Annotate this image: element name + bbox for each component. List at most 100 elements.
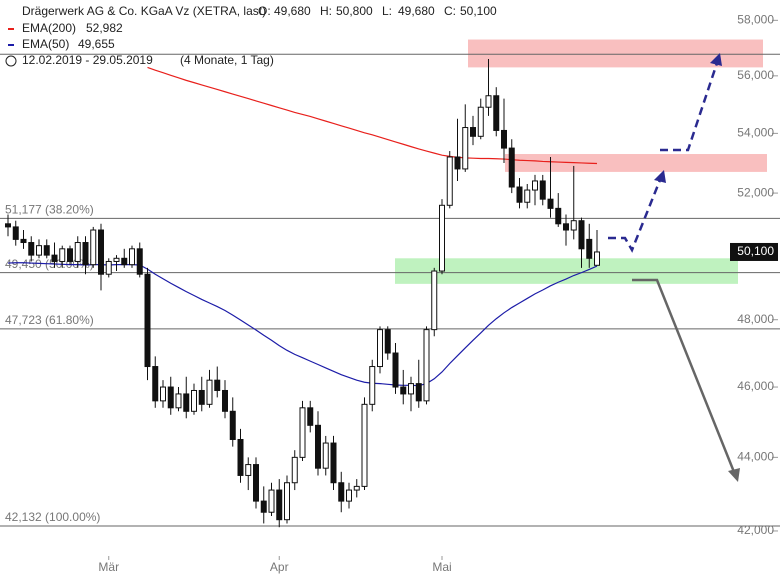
candle-body (284, 482, 290, 521)
y-tick-label: 56,000 (737, 68, 774, 82)
candle-body (423, 329, 430, 402)
candle-body (152, 366, 159, 402)
candle-body (508, 147, 515, 188)
ohlc-value: 49,680 (398, 4, 435, 18)
arrow-head (710, 53, 722, 66)
candle-body (245, 464, 252, 476)
candle-body (59, 248, 66, 262)
arrow (632, 278, 736, 473)
legend-label: EMA(50) (22, 37, 69, 51)
candle-body (446, 156, 453, 206)
candle-body (175, 393, 182, 409)
candle-body (516, 186, 523, 203)
candle-body (113, 257, 120, 262)
legend-value: 49,655 (78, 37, 115, 51)
candle-body (291, 456, 298, 484)
candle-body (346, 489, 352, 502)
candle-body (524, 189, 531, 203)
arrow-head (654, 170, 666, 183)
x-tick-label: Mai (432, 560, 451, 574)
header: Drägerwerk AG & Co. KGaA Vz (XETRA, last… (5, 4, 497, 67)
candle-body (121, 257, 128, 266)
candle-body (563, 223, 569, 231)
zone (395, 258, 738, 284)
ohlc-name: H: (320, 4, 332, 18)
candle-body (206, 379, 213, 405)
candle-body (570, 220, 577, 231)
period: (4 Monate, 1 Tag) (180, 53, 274, 67)
candle-body (160, 386, 166, 402)
arrow (608, 179, 662, 253)
x-tick-label: Apr (270, 560, 289, 574)
candle-body (105, 260, 112, 275)
candle-body (322, 442, 329, 469)
fib-label: 47,723 (61.80%) (5, 313, 94, 327)
last-price-label: 50,100 (737, 244, 774, 258)
candle-body (408, 383, 414, 395)
candle-body (237, 438, 244, 476)
candle-body (12, 226, 19, 240)
candle-body (90, 229, 97, 266)
candle-body (191, 389, 197, 412)
candle-body (555, 207, 562, 225)
candle-body (222, 389, 228, 412)
y-tick-label: 44,000 (737, 450, 774, 464)
candle-body (299, 407, 306, 458)
candle-body (384, 329, 391, 354)
candle-body (338, 482, 345, 502)
candle-body (315, 424, 321, 469)
zone (505, 154, 767, 172)
ema-line (147, 66, 598, 165)
candle-body (144, 273, 151, 368)
y-tick-label: 54,000 (737, 126, 774, 140)
x-tick-label: Mär (98, 560, 119, 574)
candle-body (74, 242, 81, 262)
clock-icon (5, 55, 17, 67)
ohlc-value: 50,800 (336, 4, 373, 18)
candle-body (129, 248, 135, 266)
candle-body (51, 254, 58, 262)
y-tick-label: 48,000 (737, 312, 774, 326)
candle-body (253, 464, 259, 502)
candle-body (369, 366, 376, 405)
last-price-box (730, 242, 778, 261)
arrow-head (728, 468, 740, 482)
candle-body (268, 489, 275, 513)
candle-body (578, 220, 585, 250)
candle-body (260, 500, 267, 513)
date-range: 12.02.2019 - 29.05.2019 (22, 53, 153, 67)
candle-body (532, 180, 538, 191)
fib-label: 51,177 (38.20%) (5, 202, 94, 216)
candle-body (307, 407, 314, 426)
candle-body (594, 251, 600, 266)
candle-body (400, 386, 407, 395)
candle-body (229, 410, 236, 440)
ohlc-value: 50,100 (460, 4, 497, 18)
candle-body (431, 270, 438, 331)
candle-body (439, 204, 445, 272)
candle-body (462, 127, 469, 170)
candle-body (415, 383, 422, 402)
candle-body (36, 245, 42, 256)
candle-body (5, 223, 11, 228)
candle-body (586, 238, 593, 259)
y-tick-label: 52,000 (737, 185, 774, 199)
arrows (608, 53, 740, 482)
candle-body (136, 248, 143, 275)
candle-body (20, 238, 27, 244)
arrow (660, 62, 719, 152)
candle-body (198, 389, 205, 405)
ohlc-name: O: (258, 4, 271, 18)
fib-label: 42,132 (100.00%) (5, 510, 100, 524)
candle-body (501, 129, 507, 149)
candle-body (183, 393, 190, 412)
ohlc-value: 49,680 (274, 4, 311, 18)
candle-body (98, 229, 104, 275)
chart-title: Drägerwerk AG & Co. KGaA Vz (XETRA, last… (22, 4, 266, 18)
candle-body (67, 248, 73, 262)
y-tick-label: 46,000 (737, 379, 774, 393)
candle-body (28, 242, 35, 256)
ohlc-name: C: (444, 4, 456, 18)
candle-body (485, 95, 492, 108)
